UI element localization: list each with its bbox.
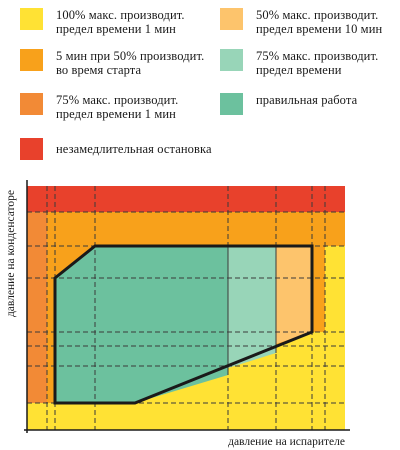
legend-label: незамедлительная остановка	[56, 142, 212, 156]
legend-label: правильная работа	[256, 93, 358, 107]
x-axis-label: давление на испарителе	[228, 436, 345, 448]
legend-item-p75-time: 75% макс. производит. предел времени	[220, 49, 378, 77]
legend-swatch-orange	[20, 93, 43, 115]
legend-label: 5 мин при 50% производит.	[56, 49, 205, 63]
y-axis-label: давление на конденсаторе	[5, 190, 17, 317]
legend-swatch-light-green	[220, 49, 243, 71]
legend-swatch-yellow	[20, 8, 43, 30]
legend-swatch-amber	[20, 49, 43, 71]
legend-label: 50% макс. производит.	[256, 8, 379, 22]
legend-item-start-5min: 5 мин при 50% производит. во время старт…	[20, 49, 204, 77]
legend-item-stop: незамедлительная остановка	[20, 138, 212, 160]
legend-swatch-red	[20, 138, 43, 160]
legend-item-p75-1min: 75% макс. производит. предел времени 1 м…	[20, 93, 178, 121]
legend-label: 100% макс. производит.	[56, 8, 185, 22]
zone-stop	[27, 186, 345, 212]
legend-label: предел времени 10 мин	[256, 22, 383, 36]
legend-item-half-10min: 50% макс. производит. предел времени 10 …	[220, 8, 382, 36]
zone-yellow-lower-band	[135, 332, 345, 430]
zone-p75-time	[228, 246, 276, 368]
legend-swatch-green	[220, 93, 243, 115]
legend-item-normal: правильная работа	[220, 93, 357, 115]
legend-item-full-1min: 100% макс. производит. предел времени 1 …	[20, 8, 185, 36]
legend-label: предел времени	[256, 63, 342, 77]
legend-label: во время старта	[56, 63, 142, 77]
legend-label: 75% макс. производит.	[256, 49, 379, 63]
legend-label: предел времени 1 мин	[56, 22, 176, 36]
legend-label: 75% макс. производит.	[56, 93, 179, 107]
zone-normal	[55, 246, 228, 403]
zone-half-10min	[276, 246, 312, 344]
envelope-outline	[53, 244, 314, 405]
legend-label: предел времени 1 мин	[56, 107, 176, 121]
legend-swatch-light-orange	[220, 8, 243, 30]
